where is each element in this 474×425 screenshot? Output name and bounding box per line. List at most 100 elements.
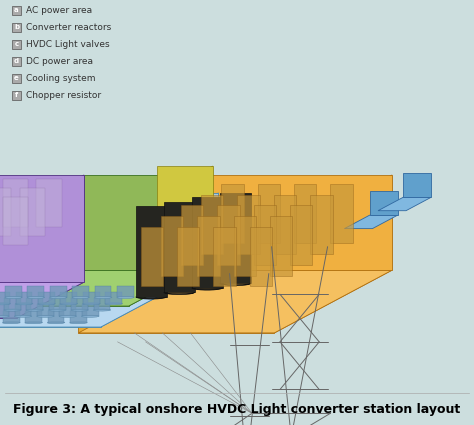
- Polygon shape: [290, 205, 312, 265]
- Polygon shape: [2, 321, 20, 324]
- Polygon shape: [4, 298, 21, 310]
- Polygon shape: [16, 292, 33, 304]
- Polygon shape: [47, 321, 65, 324]
- Polygon shape: [17, 211, 129, 306]
- Polygon shape: [213, 227, 236, 286]
- Polygon shape: [72, 286, 89, 298]
- Polygon shape: [0, 315, 9, 317]
- Polygon shape: [59, 315, 77, 317]
- Polygon shape: [84, 175, 196, 270]
- Polygon shape: [0, 175, 84, 282]
- Text: c: c: [14, 41, 18, 47]
- Polygon shape: [310, 195, 333, 254]
- Polygon shape: [140, 214, 213, 223]
- Polygon shape: [177, 227, 200, 286]
- Polygon shape: [78, 270, 392, 333]
- Polygon shape: [93, 309, 111, 311]
- Polygon shape: [254, 205, 276, 265]
- Polygon shape: [136, 207, 166, 297]
- Polygon shape: [274, 175, 392, 333]
- Polygon shape: [17, 270, 196, 306]
- Polygon shape: [47, 311, 64, 323]
- FancyBboxPatch shape: [12, 57, 21, 66]
- Polygon shape: [25, 311, 42, 323]
- Polygon shape: [38, 292, 55, 304]
- FancyBboxPatch shape: [12, 91, 21, 100]
- Text: d: d: [14, 58, 19, 64]
- Polygon shape: [196, 175, 392, 270]
- Polygon shape: [250, 227, 272, 286]
- Polygon shape: [82, 303, 100, 305]
- Polygon shape: [0, 256, 101, 327]
- Polygon shape: [105, 292, 122, 304]
- Polygon shape: [4, 309, 21, 311]
- Polygon shape: [36, 315, 55, 317]
- Polygon shape: [70, 321, 87, 324]
- Polygon shape: [26, 309, 44, 311]
- Polygon shape: [15, 303, 33, 305]
- Text: DC power area: DC power area: [26, 57, 93, 65]
- Text: Cooling system: Cooling system: [26, 74, 95, 82]
- Polygon shape: [129, 175, 196, 306]
- Polygon shape: [37, 304, 54, 316]
- Polygon shape: [3, 197, 28, 245]
- Polygon shape: [197, 216, 219, 276]
- Polygon shape: [5, 286, 22, 298]
- Polygon shape: [50, 286, 67, 298]
- Polygon shape: [83, 292, 100, 304]
- Polygon shape: [0, 264, 219, 327]
- Polygon shape: [82, 315, 99, 317]
- Polygon shape: [36, 179, 62, 227]
- FancyBboxPatch shape: [12, 74, 21, 83]
- Polygon shape: [71, 298, 88, 310]
- Polygon shape: [221, 184, 244, 244]
- Polygon shape: [27, 298, 43, 310]
- Polygon shape: [201, 195, 223, 254]
- Polygon shape: [105, 303, 123, 305]
- Polygon shape: [403, 173, 431, 197]
- FancyBboxPatch shape: [12, 6, 21, 15]
- Polygon shape: [0, 292, 10, 304]
- Polygon shape: [274, 195, 296, 254]
- Polygon shape: [157, 166, 213, 214]
- Polygon shape: [3, 179, 28, 227]
- Polygon shape: [196, 166, 213, 223]
- Polygon shape: [59, 304, 76, 316]
- Polygon shape: [217, 205, 240, 265]
- Polygon shape: [0, 303, 10, 305]
- Polygon shape: [5, 296, 22, 299]
- Polygon shape: [49, 298, 65, 310]
- Polygon shape: [78, 238, 274, 333]
- Polygon shape: [161, 216, 183, 276]
- Polygon shape: [0, 211, 17, 318]
- Polygon shape: [234, 216, 256, 276]
- Text: Converter reactors: Converter reactors: [26, 23, 111, 31]
- Polygon shape: [19, 188, 45, 236]
- FancyBboxPatch shape: [12, 23, 21, 32]
- Text: Figure 3: A typical onshore HVDC Light converter station layout: Figure 3: A typical onshore HVDC Light c…: [13, 402, 461, 416]
- Polygon shape: [378, 197, 431, 211]
- Polygon shape: [70, 311, 87, 323]
- Polygon shape: [61, 292, 77, 304]
- Polygon shape: [17, 175, 84, 318]
- Polygon shape: [0, 188, 11, 236]
- Text: e: e: [14, 75, 19, 81]
- Polygon shape: [38, 303, 55, 305]
- Polygon shape: [72, 296, 90, 299]
- Polygon shape: [370, 191, 398, 215]
- Text: a: a: [14, 7, 19, 13]
- Polygon shape: [101, 193, 219, 327]
- Polygon shape: [330, 184, 353, 244]
- Polygon shape: [136, 297, 166, 299]
- Polygon shape: [117, 286, 134, 298]
- Polygon shape: [95, 286, 111, 298]
- Polygon shape: [294, 184, 317, 244]
- Text: HVDC Light valves: HVDC Light valves: [26, 40, 109, 48]
- Polygon shape: [164, 202, 195, 292]
- FancyBboxPatch shape: [12, 40, 21, 49]
- Polygon shape: [48, 309, 66, 311]
- Polygon shape: [220, 283, 251, 286]
- Polygon shape: [181, 205, 203, 265]
- Polygon shape: [25, 321, 43, 324]
- Polygon shape: [0, 304, 9, 316]
